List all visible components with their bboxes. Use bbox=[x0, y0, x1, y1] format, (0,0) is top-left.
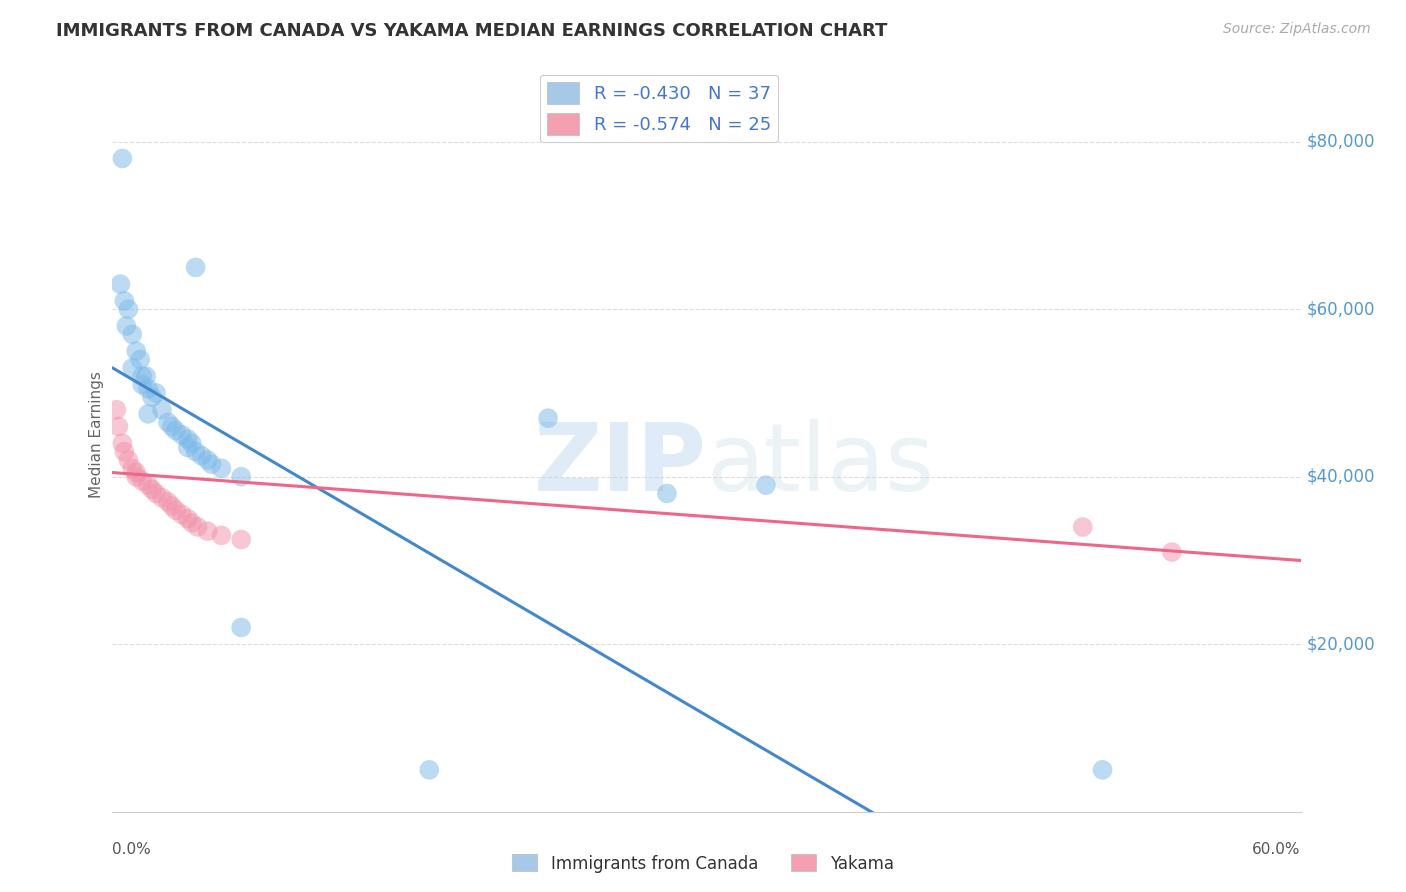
Point bbox=[125, 466, 148, 480]
Point bbox=[136, 382, 159, 396]
Point bbox=[1160, 545, 1182, 559]
Point bbox=[200, 457, 222, 471]
Point bbox=[135, 369, 157, 384]
Legend: R = -0.430   N = 37, R = -0.574   N = 25: R = -0.430 N = 37, R = -0.574 N = 25 bbox=[540, 75, 779, 142]
Point bbox=[141, 390, 163, 404]
Point bbox=[187, 520, 209, 534]
Y-axis label: Median Earnings: Median Earnings bbox=[89, 371, 104, 499]
Point bbox=[184, 444, 207, 458]
Point bbox=[209, 461, 232, 475]
Point bbox=[117, 453, 139, 467]
Point bbox=[655, 486, 678, 500]
Point bbox=[105, 402, 128, 417]
Point bbox=[156, 415, 179, 429]
Point bbox=[177, 432, 200, 446]
Text: ZIP: ZIP bbox=[534, 419, 707, 511]
Text: Source: ZipAtlas.com: Source: ZipAtlas.com bbox=[1223, 22, 1371, 37]
Point bbox=[177, 511, 200, 525]
Text: $60,000: $60,000 bbox=[1306, 301, 1375, 318]
Point bbox=[231, 620, 253, 634]
Point bbox=[131, 474, 153, 488]
Text: $20,000: $20,000 bbox=[1306, 635, 1375, 653]
Point bbox=[129, 352, 152, 367]
Point bbox=[141, 483, 163, 497]
Point bbox=[136, 478, 159, 492]
Point bbox=[121, 461, 143, 475]
Point bbox=[145, 386, 167, 401]
Point bbox=[165, 503, 187, 517]
Text: IMMIGRANTS FROM CANADA VS YAKAMA MEDIAN EARNINGS CORRELATION CHART: IMMIGRANTS FROM CANADA VS YAKAMA MEDIAN … bbox=[56, 22, 887, 40]
Point bbox=[121, 327, 143, 342]
Point bbox=[110, 277, 132, 291]
Point bbox=[1071, 520, 1094, 534]
Point bbox=[131, 377, 153, 392]
Point bbox=[231, 469, 253, 483]
Point bbox=[1091, 763, 1114, 777]
Point bbox=[160, 419, 183, 434]
Point bbox=[231, 533, 253, 547]
Text: 0.0%: 0.0% bbox=[112, 842, 152, 857]
Point bbox=[131, 369, 153, 384]
Point bbox=[197, 524, 219, 538]
Text: $80,000: $80,000 bbox=[1306, 133, 1375, 151]
Text: 60.0%: 60.0% bbox=[1253, 842, 1301, 857]
Point bbox=[160, 499, 183, 513]
Point bbox=[184, 260, 207, 275]
Point bbox=[537, 411, 560, 425]
Point bbox=[145, 486, 167, 500]
Point bbox=[150, 491, 173, 505]
Point bbox=[125, 469, 148, 483]
Text: $40,000: $40,000 bbox=[1306, 467, 1375, 486]
Text: atlas: atlas bbox=[707, 419, 935, 511]
Point bbox=[190, 449, 212, 463]
Point bbox=[177, 441, 200, 455]
Point bbox=[150, 402, 173, 417]
Point bbox=[115, 318, 138, 333]
Point bbox=[107, 419, 129, 434]
Point bbox=[165, 424, 187, 438]
Point bbox=[197, 453, 219, 467]
Point bbox=[170, 427, 193, 442]
Point bbox=[111, 152, 134, 166]
Point bbox=[180, 516, 202, 530]
Point bbox=[170, 508, 193, 522]
Point bbox=[117, 302, 139, 317]
Point bbox=[112, 293, 135, 308]
Point bbox=[125, 344, 148, 359]
Point bbox=[209, 528, 232, 542]
Legend: Immigrants from Canada, Yakama: Immigrants from Canada, Yakama bbox=[506, 847, 900, 880]
Point bbox=[111, 436, 134, 450]
Point bbox=[418, 763, 440, 777]
Point bbox=[156, 495, 179, 509]
Point bbox=[136, 407, 159, 421]
Point bbox=[180, 436, 202, 450]
Point bbox=[755, 478, 778, 492]
Point bbox=[112, 444, 135, 458]
Point bbox=[121, 360, 143, 375]
